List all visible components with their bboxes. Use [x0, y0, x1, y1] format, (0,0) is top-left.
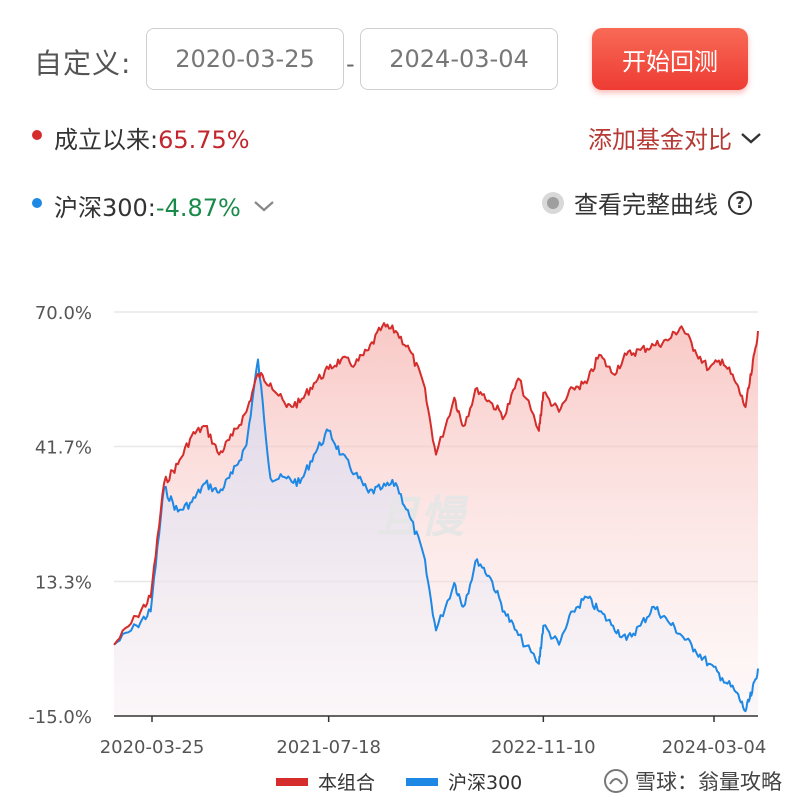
portfolio-summary: 成立以来:65.75% — [54, 120, 250, 155]
x-tick-label: 2022-11-10 — [491, 737, 596, 758]
benchmark-return: -4.87% — [155, 194, 241, 222]
footer-watermark: 雪球：翁量攻略 — [603, 766, 782, 796]
legend-portfolio-label: 本组合 — [318, 772, 376, 794]
chevron-down-icon — [741, 132, 761, 144]
benchmark-dot-icon — [32, 198, 42, 208]
y-tick-label: 70.0% — [35, 303, 92, 324]
y-tick-label: 13.3% — [35, 572, 92, 593]
series-benchmark-line — [113, 358, 759, 713]
view-full-label: 查看完整曲线 — [574, 191, 718, 219]
benchmark-label: 沪深300: — [54, 194, 156, 222]
portfolio-label: 成立以来: — [54, 126, 159, 154]
series-portfolio-line — [113, 322, 759, 646]
x-tick-label: 2020-03-25 — [100, 737, 205, 758]
x-tick-label: 2024-03-04 — [662, 737, 767, 758]
end-date-input[interactable]: 2024-03-04 — [360, 28, 558, 90]
legend-portfolio: 本组合 — [276, 768, 375, 795]
help-icon[interactable]: ? — [728, 190, 752, 215]
y-tick-label: -15.0% — [28, 707, 92, 728]
portfolio-dot-icon — [32, 130, 42, 140]
benchmark-selector[interactable]: 沪深300:-4.87% — [54, 188, 275, 223]
snowball-logo-icon — [604, 769, 628, 793]
view-full-curve-toggle[interactable]: 查看完整曲线 ? — [542, 185, 752, 220]
add-compare-label: 添加基金对比 — [588, 126, 732, 154]
footer-watermark-text: 雪球：翁量攻略 — [635, 770, 782, 794]
legend-benchmark-label: 沪深300 — [448, 772, 523, 794]
watermark-center: 且慢 — [376, 492, 469, 543]
portfolio-return: 65.75% — [158, 126, 250, 154]
legend-benchmark: 沪深300 — [406, 768, 522, 795]
custom-range-label: 自定义: — [34, 47, 132, 80]
legend-swatch-red — [276, 777, 308, 786]
x-tick-label: 2021-07-18 — [276, 737, 381, 758]
legend-swatch-blue — [406, 777, 438, 786]
y-tick-label: 41.7% — [35, 438, 92, 459]
performance-chart: 且慢 70.0% 41.7% 13.3% -15.0% 2020-03-25 2021-0… — [28, 303, 767, 758]
start-backtest-button[interactable]: 开始回测 — [592, 28, 748, 90]
series-benchmark-area — [114, 359, 758, 716]
chevron-down-icon — [254, 200, 274, 211]
radio-icon[interactable] — [542, 191, 564, 214]
range-separator: - — [346, 50, 355, 78]
start-date-input[interactable]: 2020-03-25 — [146, 28, 344, 90]
add-fund-compare-button[interactable]: 添加基金对比 — [588, 120, 762, 155]
